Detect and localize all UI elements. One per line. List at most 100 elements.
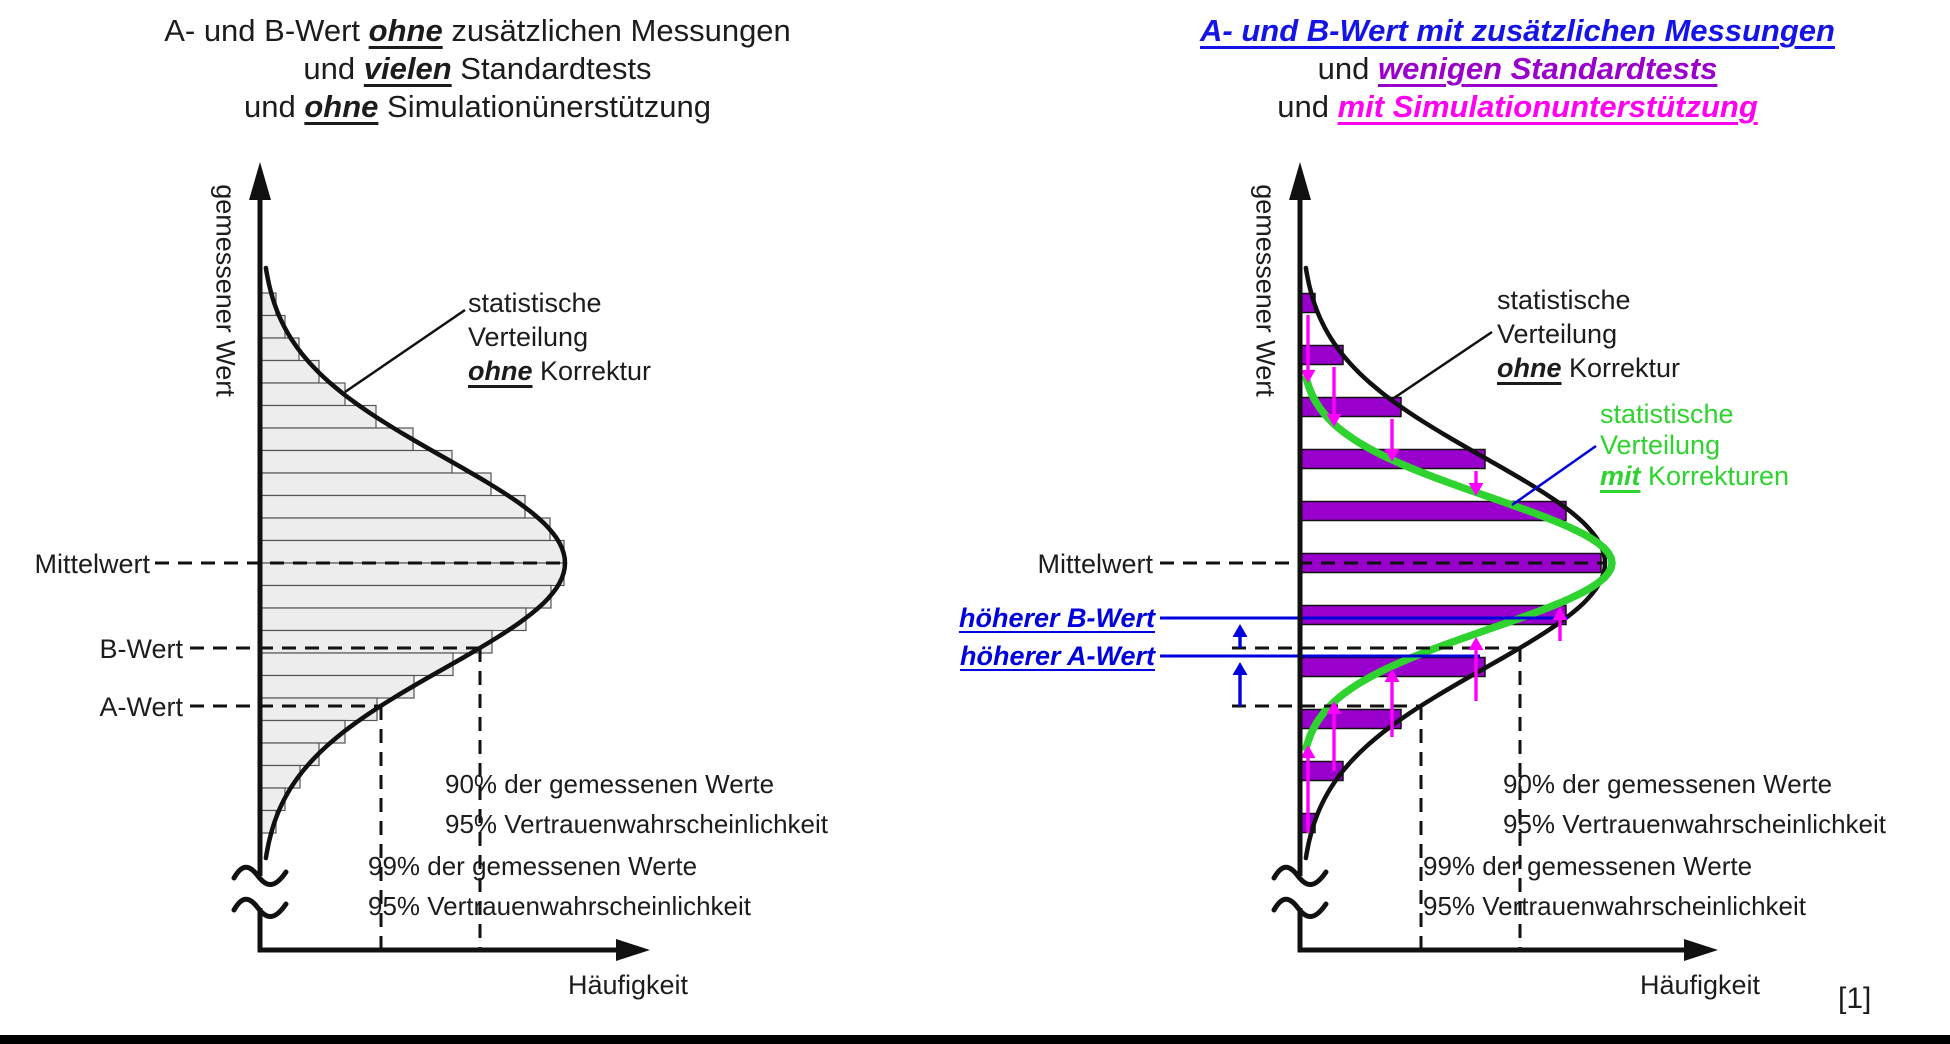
right-x-axis-label: Häufigkeit xyxy=(1639,970,1761,1000)
left-title-line1-pre: A- und B-Wert xyxy=(164,13,369,48)
right-pct90-annotation: 90% der gemessenen Werte 95% Vertrauenwa… xyxy=(1503,764,1886,844)
right-chart-title: A- und B-Wert mit zusätzlichen Messungen… xyxy=(1090,12,1945,126)
left-dist-ohne-line1: statistische xyxy=(468,288,602,318)
left-dist-ohne-annotation: statistische Verteilung ohne Korrektur xyxy=(468,286,651,388)
right-pct99-line1: 99% der gemessenen Werte xyxy=(1423,851,1753,881)
left-histogram-bar xyxy=(260,584,552,609)
right-y-axis-label: gemessener Wert xyxy=(1250,184,1281,397)
left-histogram-bar xyxy=(260,427,414,452)
right-x-axis-arrow-icon xyxy=(1684,939,1718,961)
left-histogram-bar xyxy=(260,539,565,564)
right-title-line2: und wenigen Standardtests xyxy=(1090,50,1945,88)
left-histogram-bar xyxy=(260,652,454,677)
right-arrow-head xyxy=(1300,370,1316,383)
right-dist-ohne-post: Korrektur xyxy=(1561,353,1681,383)
left-mittelwert-label: Mittelwert xyxy=(34,549,150,579)
left-chart-graphics xyxy=(155,162,650,961)
right-title-line2-em: wenigen Standardtests xyxy=(1377,51,1718,86)
left-pct90-line1: 90% der gemessenen Werte xyxy=(445,769,775,799)
left-histogram-bar xyxy=(260,562,565,587)
left-histogram-bar xyxy=(260,607,527,632)
right-pct99-line2: 95% Vertrauenwahrscheinlichkeit xyxy=(1423,891,1806,921)
left-bell-curve xyxy=(263,265,568,861)
dist-mit-line3: mit Korrekturen xyxy=(1600,461,1789,492)
right-arrow-head xyxy=(1326,414,1342,427)
right-dist-ohne-em: ohne xyxy=(1497,353,1562,383)
right-title-line3-pre: und xyxy=(1277,89,1338,124)
right-bell-curve xyxy=(1302,374,1616,752)
right-axis-break-icon xyxy=(1271,864,1329,887)
left-title-line1-post: zusätzlichen Messungen xyxy=(442,13,791,48)
left-pct99-line2: 95% Vertrauenwahrscheinlichkeit xyxy=(368,891,751,921)
right-dist-ohne-line2: Verteilung xyxy=(1497,319,1618,349)
left-dist-ohne-post: Korrektur xyxy=(532,356,652,386)
left-dist-ohne-line3: ohne Korrektur xyxy=(468,354,651,388)
right-arrow-head xyxy=(1468,483,1484,496)
right-dist-ohne-line1: statistische xyxy=(1497,285,1631,315)
left-title-line1: A- und B-Wert ohne zusätzlichen Messunge… xyxy=(55,12,900,50)
bottom-divider-bar xyxy=(0,1035,1950,1044)
right-pct90-line1: 90% der gemessenen Werte xyxy=(1503,769,1833,799)
left-histogram-bar xyxy=(260,697,378,722)
right-arrow-head xyxy=(1326,701,1342,714)
dist-mit-annotation: statistische Verteilung mit Korrekturen xyxy=(1600,399,1789,492)
left-b-wert-label: B-Wert xyxy=(99,634,183,664)
right-title-line1-em: A- und B-Wert mit zusätzlichen Messungen xyxy=(1200,13,1835,48)
left-pct90-annotation: 90% der gemessenen Werte 95% Vertrauenwa… xyxy=(445,764,828,844)
left-histogram-bar xyxy=(260,517,551,542)
right-dist-ohne-line3: ohne Korrektur xyxy=(1497,351,1680,385)
right-arrow-head xyxy=(1384,669,1400,682)
left-histogram-bar xyxy=(260,404,377,429)
left-x-axis-arrow-icon xyxy=(616,939,650,961)
right-title-line3-em: mit Simulationunterstützung xyxy=(1337,89,1758,124)
right-title-line2-pre: und xyxy=(1317,51,1378,86)
left-title-line2: und vielen Standardtests xyxy=(55,50,900,88)
left-chart-title: A- und B-Wert ohne zusätzlichen Messunge… xyxy=(55,12,900,126)
right-pointer-line xyxy=(1511,444,1597,507)
left-histogram-bar xyxy=(260,494,526,519)
left-title-line1-em: ohne xyxy=(368,13,443,48)
left-title-line3-pre: und xyxy=(244,89,305,124)
right-dist-ohne-annotation: statistische Verteilung ohne Korrektur xyxy=(1497,283,1680,385)
left-dist-ohne-line2: Verteilung xyxy=(468,322,589,352)
right-y-axis-arrow-icon xyxy=(1289,162,1311,200)
left-title-line2-pre: und xyxy=(303,51,364,86)
right-pct99-annotation: 99% der gemessenen Werte 95% Vertrauenwa… xyxy=(1423,846,1806,926)
left-title-line3: und ohne Simulationünerstützung xyxy=(55,88,900,126)
left-pct99-line1: 99% der gemessenen Werte xyxy=(368,851,698,881)
left-title-line3-post: Simulationünerstützung xyxy=(378,89,711,124)
right-arrow-head xyxy=(1300,745,1316,758)
citation-reference: [1] xyxy=(1838,982,1872,1015)
right-axis-break-icon xyxy=(1271,896,1329,919)
left-title-line2-post: Standardtests xyxy=(451,51,652,86)
right-pct90-line2: 95% Vertrauenwahrscheinlichkeit xyxy=(1503,809,1886,839)
right-arrow-head xyxy=(1384,449,1400,462)
left-y-axis-label: gemessener Wert xyxy=(210,184,241,397)
dist-mit-post: Korrekturen xyxy=(1640,461,1790,491)
left-histogram-bar xyxy=(260,629,493,654)
left-histogram-bar xyxy=(260,472,492,497)
left-pointer-line xyxy=(344,308,466,394)
dist-mit-line2: Verteilung xyxy=(1600,430,1721,460)
hoeherer-a-wert-label: höherer A-Wert xyxy=(959,641,1155,671)
right-pointer-line xyxy=(1390,330,1493,402)
dist-mit-line1: statistische xyxy=(1600,399,1734,429)
hoeherer-b-wert-label: höherer B-Wert xyxy=(958,603,1155,633)
left-dist-ohne-em: ohne xyxy=(468,356,533,386)
left-pct99-annotation: 99% der gemessenen Werte 95% Vertrauenwa… xyxy=(368,846,751,926)
dist-mit-em: mit xyxy=(1600,461,1641,491)
right-title-line3: und mit Simulationunterstützung xyxy=(1090,88,1945,126)
left-title-line3-em: ohne xyxy=(304,89,379,124)
left-histogram-bar xyxy=(260,674,415,699)
left-a-wert-label: A-Wert xyxy=(99,692,183,722)
right-mittelwert-label: Mittelwert xyxy=(1037,549,1153,579)
right-arrow-head xyxy=(1552,607,1568,620)
right-arrow-head xyxy=(1468,637,1484,650)
left-y-axis-arrow-icon xyxy=(249,162,271,200)
left-pct90-line2: 95% Vertrauenwahrscheinlichkeit xyxy=(445,809,828,839)
left-histogram-bar xyxy=(260,449,453,474)
left-axis-break-icon xyxy=(231,864,289,887)
right-arrow-head xyxy=(1232,624,1248,637)
